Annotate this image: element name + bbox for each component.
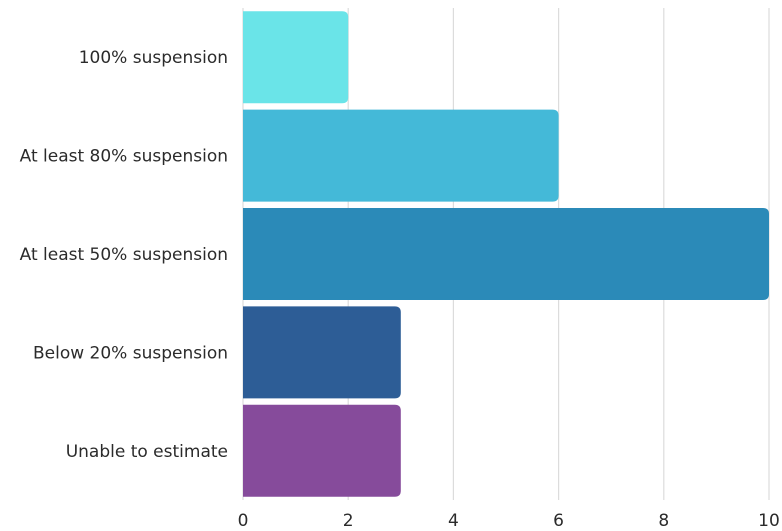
category-label: 100% suspension xyxy=(79,48,228,68)
bar xyxy=(243,208,769,300)
x-tick-label: 10 xyxy=(758,511,780,531)
category-label: At least 50% suspension xyxy=(20,245,228,265)
bar xyxy=(243,404,401,497)
category-labels: 100% suspension At least 80% suspension At… xyxy=(20,48,228,462)
bar xyxy=(243,306,401,399)
category-label: Below 20% suspension xyxy=(33,343,228,363)
x-tick-label: 0 xyxy=(238,511,249,531)
x-tick-label: 8 xyxy=(658,511,669,531)
bars xyxy=(243,11,769,497)
x-axis-tick-labels: 0 2 4 6 8 10 xyxy=(238,511,780,531)
category-label: At least 80% suspension xyxy=(20,147,228,167)
bar xyxy=(243,109,559,202)
bar xyxy=(243,11,349,104)
category-label: Unable to estimate xyxy=(66,442,228,462)
x-tick-label: 2 xyxy=(343,511,354,531)
x-tick-label: 6 xyxy=(553,511,564,531)
x-tick-label: 4 xyxy=(448,511,459,531)
